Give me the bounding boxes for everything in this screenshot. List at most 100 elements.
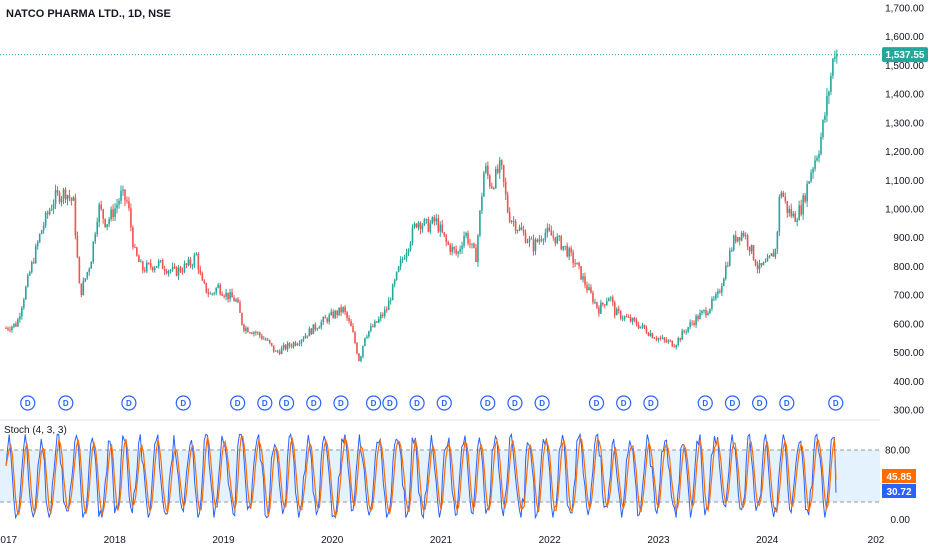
dividend-marker[interactable]	[382, 395, 398, 411]
dividend-marker[interactable]	[333, 395, 349, 411]
stochastic-axis[interactable]: 80.00 0.00	[885, 446, 910, 526]
candle-body	[96, 221, 99, 235]
candle-body	[199, 269, 202, 274]
candle-body	[798, 205, 800, 221]
candle-body	[225, 292, 227, 297]
stoch-k-line	[5, 432, 837, 520]
candle-body	[663, 337, 666, 341]
dividend-marker[interactable]	[724, 395, 741, 411]
candle-body	[715, 294, 717, 299]
candle-body	[621, 318, 624, 320]
candle-body	[364, 337, 366, 346]
dividend-marker[interactable]	[507, 395, 523, 411]
candle-body	[409, 242, 412, 250]
dividend-marker-label: D	[539, 399, 545, 408]
candle-body	[790, 209, 793, 216]
candle-body	[145, 262, 148, 272]
dividend-marker[interactable]	[616, 395, 632, 411]
candle-body	[423, 219, 426, 226]
dividend-marker[interactable]	[828, 395, 844, 411]
candle-body	[647, 333, 650, 336]
candle-body	[372, 326, 374, 327]
candle-body	[602, 302, 604, 305]
dividend-marker[interactable]	[278, 395, 295, 411]
candle-body	[241, 312, 243, 325]
candle-body	[374, 321, 376, 327]
candle-body	[673, 346, 676, 348]
candle-body	[314, 324, 317, 330]
candle-body	[280, 347, 283, 355]
dividend-marker[interactable]	[588, 395, 605, 411]
candle-body	[245, 327, 247, 331]
dividend-marker[interactable]	[480, 395, 496, 411]
candle-body	[215, 287, 217, 293]
candle-body	[316, 328, 319, 330]
candle-body	[64, 189, 67, 200]
candle-body	[239, 302, 241, 313]
candle-body	[419, 222, 422, 230]
candle-body	[463, 235, 465, 246]
candle-body	[205, 282, 208, 293]
candle-body	[558, 236, 561, 237]
dividend-marker[interactable]	[409, 395, 425, 411]
dividend-marker-label: D	[414, 399, 420, 408]
candle-body	[606, 301, 608, 306]
stoch-tick-label: 0.00	[891, 515, 911, 526]
candle-body	[84, 278, 87, 281]
dividend-marker[interactable]	[752, 395, 768, 411]
candle-body	[203, 280, 206, 283]
candle-body	[393, 279, 396, 285]
candle-body	[627, 317, 630, 318]
candle-body	[177, 267, 180, 276]
candle-body	[705, 309, 707, 316]
dividend-marker-label: D	[485, 399, 491, 408]
candle-body	[481, 196, 483, 211]
candle-body	[257, 332, 259, 334]
candle-body	[836, 54, 838, 57]
price-tick-label: 500.00	[893, 348, 924, 359]
candle-body	[489, 175, 491, 187]
dividend-marker[interactable]	[121, 395, 137, 411]
candle-body	[546, 227, 549, 233]
dividend-marker[interactable]	[779, 395, 795, 411]
dividend-marker[interactable]	[365, 395, 382, 411]
dividend-marker[interactable]	[257, 395, 273, 411]
candle-body	[445, 235, 448, 242]
dividend-marker-label: D	[441, 399, 447, 408]
candle-body	[381, 314, 384, 316]
time-axis[interactable]: 2017 2018 2019 2020 2021 2022 2023 2024 202	[0, 535, 885, 546]
dividend-marker[interactable]	[58, 395, 74, 411]
candle-body	[776, 231, 779, 250]
dividend-marker[interactable]	[436, 395, 452, 411]
candle-body	[326, 318, 329, 322]
dividend-marker[interactable]	[534, 395, 550, 411]
candle-body	[171, 266, 174, 271]
candle-body	[251, 332, 253, 334]
candle-body	[740, 232, 743, 241]
candle-body	[750, 245, 753, 252]
candle-body	[368, 331, 370, 337]
candle-body	[387, 300, 390, 311]
stoch-tick-label: 80.00	[885, 446, 910, 457]
dividend-marker[interactable]	[306, 395, 322, 411]
dividend-marker[interactable]	[175, 395, 191, 411]
candle-body	[332, 311, 334, 318]
candle-body	[201, 273, 204, 281]
candle-body	[683, 330, 685, 332]
candle-body	[707, 313, 709, 316]
candle-body	[641, 324, 644, 327]
dividend-marker[interactable]	[230, 395, 246, 411]
candle-body	[294, 342, 297, 346]
candle-body	[62, 189, 65, 199]
candle-body	[556, 236, 559, 244]
price-axis[interactable]: 1,700.00 1,600.00 1,500.00 1,400.00 1,300.00…	[885, 4, 924, 417]
candle-body	[796, 220, 798, 222]
dividend-marker[interactable]	[20, 395, 36, 411]
candle-body	[572, 252, 574, 264]
candle-body	[322, 317, 325, 322]
candle-body	[191, 265, 194, 267]
dividend-marker[interactable]	[697, 395, 713, 411]
dividend-marker[interactable]	[643, 395, 659, 411]
candle-body	[822, 120, 824, 137]
